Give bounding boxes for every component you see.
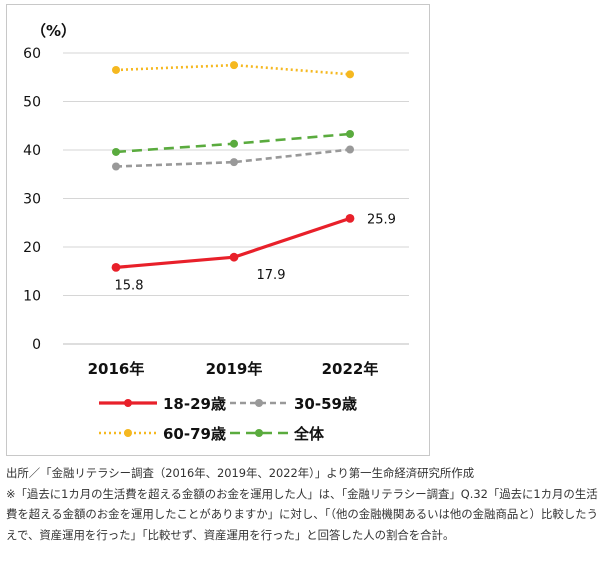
legend-marker	[124, 399, 132, 407]
legend-label: 18-29歳	[163, 395, 226, 413]
x-tick-label: 2016年	[88, 360, 145, 378]
grid-lines	[63, 52, 409, 345]
y-axis-ticks: 0 10 20 30 40 50 60	[23, 46, 41, 353]
legend-label: 60-79歳	[163, 425, 226, 443]
data-point-18-29歳	[111, 262, 121, 272]
y-tick-label: 60	[23, 46, 41, 62]
series-line-60-79歳	[115, 63, 351, 76]
y-tick-label: 40	[23, 143, 41, 159]
x-axis-categories: 2016年 2019年 2022年	[88, 360, 379, 378]
x-tick-label: 2022年	[322, 360, 379, 378]
y-tick-label: 0	[32, 337, 41, 353]
source-note: 出所／「金融リテラシー調査（2016年、2019年、2022年）」より第一生命経…	[6, 466, 475, 480]
data-point-60-79歳	[346, 70, 354, 79]
legend-label: 30-59歳	[294, 395, 357, 413]
data-point-全体	[230, 139, 238, 148]
data-labels: 15.8 17.9 25.9	[115, 212, 396, 293]
legend-marker	[124, 429, 132, 437]
x-tick-label: 2019年	[206, 360, 263, 378]
chart-notes: 出所／「金融リテラシー調査（2016年、2019年、2022年）」より第一生命経…	[6, 463, 602, 545]
data-label: 15.8	[115, 278, 144, 293]
legend-marker	[255, 429, 263, 437]
series-line-30-59歳	[115, 148, 351, 168]
legend-label: 全体	[293, 425, 325, 443]
line-chart: 0 10 20 30 40 50 60 （%） 2016年 2019年 2022年 15.8 17…	[23, 22, 409, 443]
y-tick-label: 50	[23, 95, 41, 111]
legend-marker	[255, 399, 263, 407]
data-point-18-29歳	[345, 213, 355, 223]
y-axis-unit: （%）	[31, 22, 76, 40]
data-point-30-59歳	[112, 162, 120, 171]
data-point-18-29歳	[229, 252, 239, 262]
legend: 18-29歳 30-59歳 60-79歳 全体	[99, 395, 357, 443]
y-tick-label: 10	[23, 289, 41, 305]
y-tick-label: 20	[23, 240, 41, 256]
data-point-30-59歳	[346, 145, 354, 154]
data-point-60-79歳	[230, 61, 238, 70]
chart-frame: 0 10 20 30 40 50 60 （%） 2016年 2019年 2022年 15.8 17…	[6, 4, 430, 456]
series-lines	[111, 61, 355, 272]
remark-note: ※「過去に1カ月の生活費を超える金額のお金を運用した人」は、「金融リテラシー調査…	[6, 486, 598, 542]
data-point-全体	[346, 129, 354, 138]
data-point-全体	[112, 147, 120, 156]
data-label: 17.9	[257, 268, 286, 283]
data-label: 25.9	[367, 212, 396, 227]
data-point-30-59歳	[230, 158, 238, 167]
data-point-60-79歳	[112, 65, 120, 74]
y-tick-label: 30	[23, 192, 41, 208]
